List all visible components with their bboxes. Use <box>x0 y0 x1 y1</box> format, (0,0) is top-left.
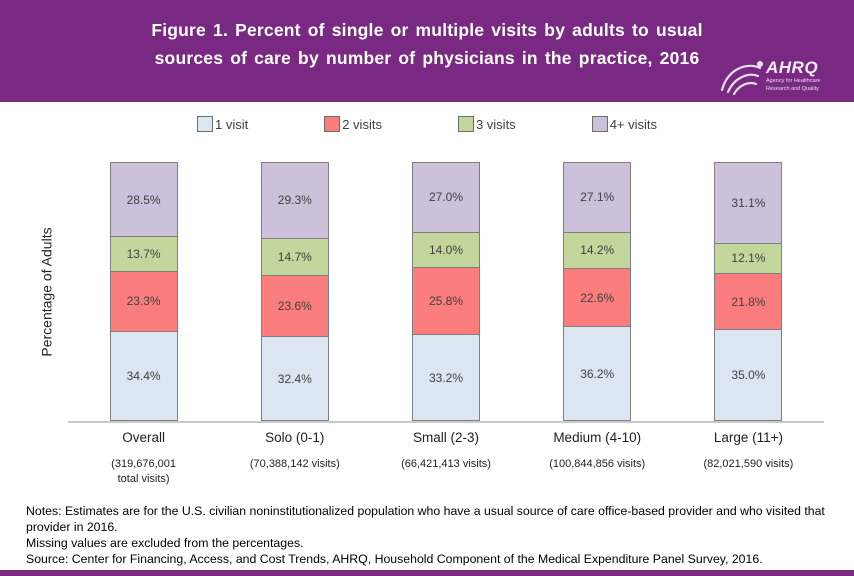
segment-value-label: 32.4% <box>277 371 312 386</box>
plot-column: 28.5% 13.7% 23.3% 34.4% 29.3% 14.7% 23.6% 32.4%… <box>68 160 824 487</box>
segment-value-label: 27.0% <box>428 190 464 205</box>
bar-segment: 21.8% <box>714 273 783 331</box>
category-label: Solo (0-1) <box>265 430 325 445</box>
legend-swatch <box>324 116 341 132</box>
segment-value-label: 14.7% <box>277 250 312 265</box>
notes-line-1: Notes: Estimates are for the U.S. civili… <box>26 503 825 534</box>
bar-segment: 29.3% <box>260 162 329 239</box>
category-label: Large (11+) <box>713 430 783 445</box>
plot-area: 28.5% 13.7% 23.3% 34.4% 29.3% 14.7% 23.6% 32.4%… <box>68 160 824 423</box>
bar-stack: 27.0% 14.0% 25.8% 33.2% <box>412 162 480 421</box>
segment-value-label: 21.8% <box>731 294 766 309</box>
bar-segment: 33.2% <box>412 334 480 421</box>
header-banner: Figure 1. Percent of single or multiple … <box>0 0 854 102</box>
chart: Percentage of Adults 28.5% 13.7% 23.3% 34.4… <box>26 160 824 487</box>
bar-segment: 28.5% <box>109 162 178 238</box>
ahrq-logo-org: AHRQ <box>766 58 819 78</box>
bar-column: 27.1% 14.2% 22.6% 36.2% <box>522 160 673 421</box>
figure-title: Figure 1. Percent of single or multiple … <box>151 20 703 68</box>
category-label: Overall <box>122 430 165 445</box>
bar-column: 27.0% 14.0% 25.8% 33.2% <box>370 160 521 421</box>
bar-segment: 23.3% <box>109 270 178 332</box>
segment-value-label: 36.2% <box>580 366 615 381</box>
y-axis: Percentage of Adults <box>26 160 68 423</box>
bar-segment: 14.7% <box>260 237 329 277</box>
category-labels: Overall (319,676,001 total visits) Solo (0… <box>68 430 824 487</box>
notes: Notes: Estimates are for the U.S. civili… <box>26 503 826 568</box>
bar-segment: 25.8% <box>412 267 480 335</box>
bar-stack: 28.5% 13.7% 23.3% 34.4% <box>109 162 178 421</box>
bar-segment: 27.1% <box>563 161 632 233</box>
legend-item: 3 visits <box>457 116 516 132</box>
hhs-eagle-icon <box>720 61 763 96</box>
segment-value-label: 23.3% <box>126 294 161 309</box>
notes-line-3: Source: Center for Financing, Access, an… <box>26 552 763 567</box>
legend-label: 3 visits <box>475 116 516 132</box>
segment-value-label: 27.1% <box>580 190 615 205</box>
bar-stack: 27.1% 14.2% 22.6% 36.2% <box>563 161 632 421</box>
segment-value-label: 14.2% <box>580 243 615 258</box>
category-label: Medium (4-10) <box>553 430 642 445</box>
notes-line-2: Missing values are excluded from the per… <box>26 536 304 551</box>
legend: 1 visit 2 visits 3 visits 4+ visits <box>0 116 854 132</box>
category-cell: Overall (319,676,001 total visits) <box>68 430 219 487</box>
bottom-accent-bar <box>0 570 854 576</box>
legend-item: 1 visit <box>196 116 249 132</box>
bar-column: 31.1% 12.1% 21.8% 35.0% <box>673 160 824 421</box>
ahrq-logo-tagline: Agency for Healthcare Research and Quali… <box>766 78 821 92</box>
segment-value-label: 14.0% <box>428 243 464 258</box>
category-cell: Large (11+) (82,021,590 visits) <box>673 430 824 487</box>
ahrq-logo-text: AHRQ Agency for Healthcare Research and … <box>766 59 844 92</box>
bar-segment: 14.0% <box>412 231 480 269</box>
ahrq-logo: AHRQ Agency for Healthcare Research and … <box>718 52 846 100</box>
segment-value-label: 28.5% <box>126 192 161 207</box>
segment-value-label: 22.6% <box>580 290 615 305</box>
bar-segment: 35.0% <box>714 329 783 421</box>
segment-value-label: 34.4% <box>126 368 161 383</box>
category-visits-label: (319,676,001 total visits) <box>111 458 177 485</box>
legend-item: 4+ visits <box>591 116 658 132</box>
category-cell: Solo (0-1) (70,388,142 visits) <box>219 430 370 487</box>
segment-value-label: 35.0% <box>731 368 766 383</box>
segment-value-label: 29.3% <box>277 193 312 208</box>
bar-segment: 12.1% <box>714 242 783 275</box>
legend-swatch <box>457 116 474 132</box>
bar-segment: 23.6% <box>260 275 329 338</box>
legend-item: 2 visits <box>324 116 382 132</box>
bar-segment: 31.1% <box>714 162 783 244</box>
legend-label: 1 visit <box>214 116 249 132</box>
legend-swatch <box>196 116 213 132</box>
bar-segment: 32.4% <box>260 336 329 421</box>
bar-segment: 34.4% <box>109 330 178 421</box>
category-cell: Small (2-3) (66,421,413 visits) <box>370 430 521 487</box>
segment-value-label: 31.1% <box>731 195 766 210</box>
category-visits-label: (70,388,142 visits) <box>249 458 340 470</box>
segment-value-label: 13.7% <box>126 246 161 261</box>
bar-stack: 29.3% 14.7% 23.6% 32.4% <box>260 162 329 421</box>
segment-value-label: 23.6% <box>277 299 312 314</box>
segment-value-label: 12.1% <box>731 251 766 266</box>
bar-column: 28.5% 13.7% 23.3% 34.4% <box>68 160 219 421</box>
bar-segment: 13.7% <box>109 236 178 272</box>
y-axis-label: Percentage of Adults <box>39 226 56 357</box>
segment-value-label: 25.8% <box>428 294 464 309</box>
bar-segment: 27.0% <box>412 162 480 233</box>
bar-segment: 14.2% <box>563 231 632 270</box>
category-visits-label: (66,421,413 visits) <box>401 458 491 470</box>
segment-value-label: 33.2% <box>428 370 464 385</box>
legend-label: 4+ visits <box>609 116 658 132</box>
category-visits-label: (100,844,856 visits) <box>549 458 646 470</box>
legend-swatch <box>591 116 608 132</box>
bar-segment: 22.6% <box>563 268 632 328</box>
legend-label: 2 visits <box>342 116 382 132</box>
bar-segment: 36.2% <box>563 326 632 421</box>
bar-column: 29.3% 14.7% 23.6% 32.4% <box>219 160 370 421</box>
bar-stack: 31.1% 12.1% 21.8% 35.0% <box>714 162 783 421</box>
category-visits-label: (82,021,590 visits) <box>703 458 794 470</box>
category-label: Small (2-3) <box>413 430 480 445</box>
category-cell: Medium (4-10) (100,844,856 visits) <box>522 430 673 487</box>
